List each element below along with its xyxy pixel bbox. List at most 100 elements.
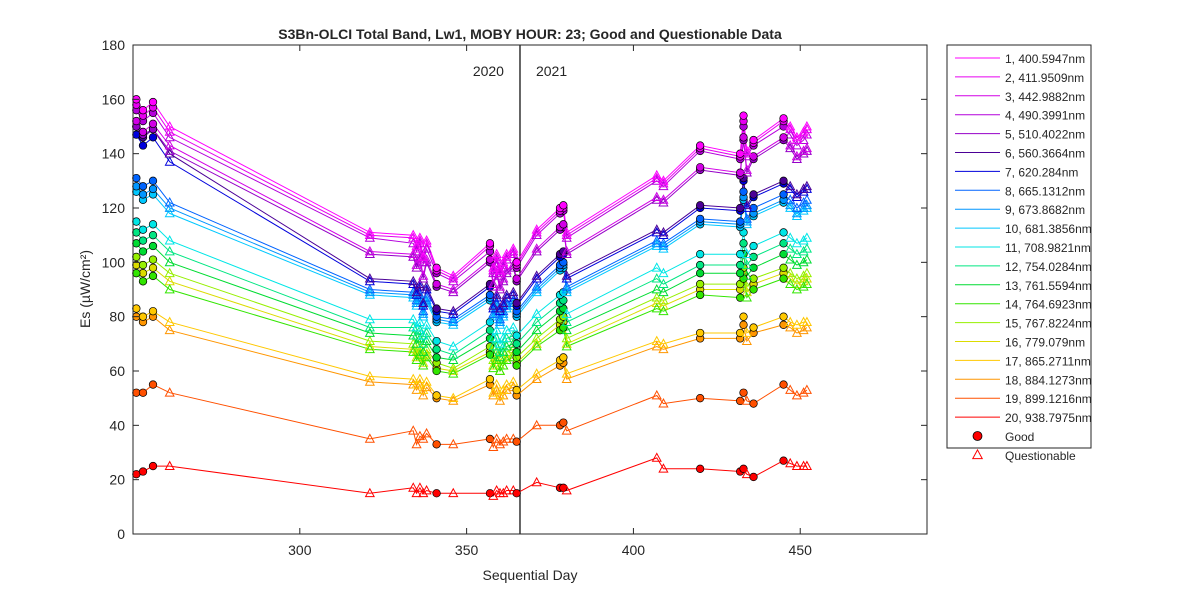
- good-marker: [736, 203, 745, 213]
- questionable-marker: [418, 273, 429, 283]
- legend-label-2: 2, 411.9509nm: [1005, 71, 1084, 85]
- questionable-marker: [791, 237, 803, 248]
- questionable-marker: [531, 341, 542, 351]
- questionable-marker: [741, 270, 752, 280]
- legend-label-13: 13, 761.5594nm: [1005, 279, 1092, 293]
- questionable-marker: [658, 243, 669, 253]
- good-marker: [512, 258, 521, 267]
- questionable-marker: [658, 278, 669, 288]
- questionable-marker: [791, 139, 803, 150]
- questionable-marker: [488, 389, 499, 400]
- questionable-marker: [411, 321, 422, 332]
- legend-label-4: 4, 490.3991nm: [1005, 109, 1085, 123]
- questionable-marker: [531, 373, 542, 384]
- questionable-marker: [418, 338, 429, 348]
- questionable-marker: [791, 278, 803, 288]
- y-tick-label: 20: [109, 472, 125, 488]
- x-tick-label: 350: [455, 542, 479, 558]
- questionable-marker: [164, 145, 175, 155]
- good-marker: [739, 239, 748, 248]
- questionable-marker: [501, 324, 512, 335]
- good-marker: [749, 263, 758, 272]
- series-line-20: [136, 457, 807, 497]
- legend: 1, 400.5947nm 2, 411.9509nm 3, 442.9882nm 4…: [946, 44, 1092, 463]
- questionable-marker: [164, 207, 175, 218]
- good-marker: [432, 279, 441, 289]
- good-marker: [432, 391, 441, 400]
- questionable-marker: [801, 278, 813, 288]
- questionable-marker: [658, 300, 669, 310]
- good-marker: [432, 336, 441, 346]
- questionable-marker: [798, 134, 809, 144]
- good-marker: [132, 173, 141, 183]
- questionable-marker: [164, 139, 175, 150]
- questionable-marker: [791, 202, 803, 212]
- questionable-marker: [801, 142, 813, 153]
- questionable-marker: [658, 240, 669, 250]
- questionable-marker: [414, 235, 426, 245]
- good-marker: [485, 375, 495, 384]
- questionable-marker: [494, 351, 506, 362]
- questionable-marker: [791, 389, 803, 400]
- questionable-marker: [741, 286, 752, 297]
- questionable-marker: [421, 319, 432, 329]
- questionable-marker: [798, 126, 809, 136]
- questionable-marker: [651, 224, 662, 234]
- legend-label-11: 11, 708.9821nm: [1005, 241, 1091, 255]
- questionable-marker: [498, 384, 509, 394]
- questionable-marker: [494, 283, 506, 294]
- questionable-marker: [561, 484, 572, 495]
- questionable-marker: [501, 433, 512, 443]
- good-marker: [138, 225, 148, 234]
- questionable-marker: [531, 324, 542, 335]
- questionable-marker: [448, 283, 459, 294]
- legend-label-17: 17, 865.2711nm: [1005, 354, 1091, 368]
- questionable-marker: [785, 243, 796, 253]
- good-marker: [148, 241, 158, 251]
- good-marker: [739, 388, 748, 397]
- questionable-marker: [531, 308, 542, 318]
- legend-questionable-marker: [971, 448, 984, 460]
- questionable-marker: [561, 248, 572, 259]
- good-marker: [739, 133, 748, 142]
- questionable-marker: [411, 259, 422, 269]
- good-marker: [485, 317, 495, 327]
- questionable-marker: [488, 362, 499, 373]
- questionable-marker: [651, 237, 662, 248]
- questionable-marker: [448, 316, 459, 326]
- questionable-marker: [658, 175, 669, 185]
- questionable-marker: [491, 289, 502, 299]
- axes-box: [132, 44, 928, 535]
- questionable-marker: [651, 169, 662, 180]
- questionable-marker: [785, 321, 796, 332]
- questionable-marker: [418, 384, 429, 394]
- legend-label-16: 16, 779.079nm: [1005, 336, 1085, 350]
- questionable-marker: [651, 235, 662, 245]
- questionable-marker: [785, 194, 796, 204]
- questionable-marker: [364, 341, 375, 351]
- questionable-marker: [408, 278, 419, 288]
- questionable-marker: [658, 229, 669, 240]
- questionable-marker: [651, 273, 662, 283]
- series-markers-6: [132, 122, 813, 316]
- good-marker: [138, 312, 148, 321]
- questionable-marker: [494, 438, 506, 449]
- questionable-marker: [494, 395, 506, 405]
- y-tick-label: 60: [109, 363, 125, 379]
- legend-label-19: 19, 899.1216nm: [1005, 392, 1092, 406]
- good-marker: [739, 187, 748, 196]
- questionable-marker: [785, 139, 796, 150]
- questionable-marker: [741, 148, 752, 158]
- questionable-marker: [411, 438, 422, 449]
- questionable-marker: [364, 248, 375, 259]
- questionable-marker: [801, 199, 813, 210]
- good-marker: [749, 135, 758, 145]
- questionable-marker: [741, 292, 752, 302]
- x-tick-label: 450: [789, 542, 813, 558]
- good-marker: [148, 231, 158, 240]
- good-marker: [138, 127, 148, 137]
- questionable-marker: [411, 289, 422, 299]
- questionable-marker: [785, 254, 796, 264]
- good-marker: [148, 184, 158, 194]
- questionable-marker: [164, 120, 175, 131]
